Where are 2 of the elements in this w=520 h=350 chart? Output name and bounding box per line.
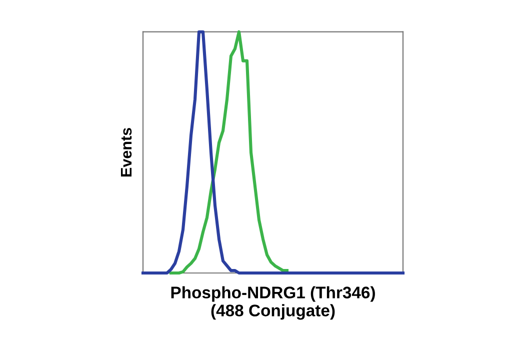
y-axis-title: Events [120,128,132,176]
x-axis-title: Phospho-NDRG1 (Thr346) (488 Conjugate) [171,286,375,320]
